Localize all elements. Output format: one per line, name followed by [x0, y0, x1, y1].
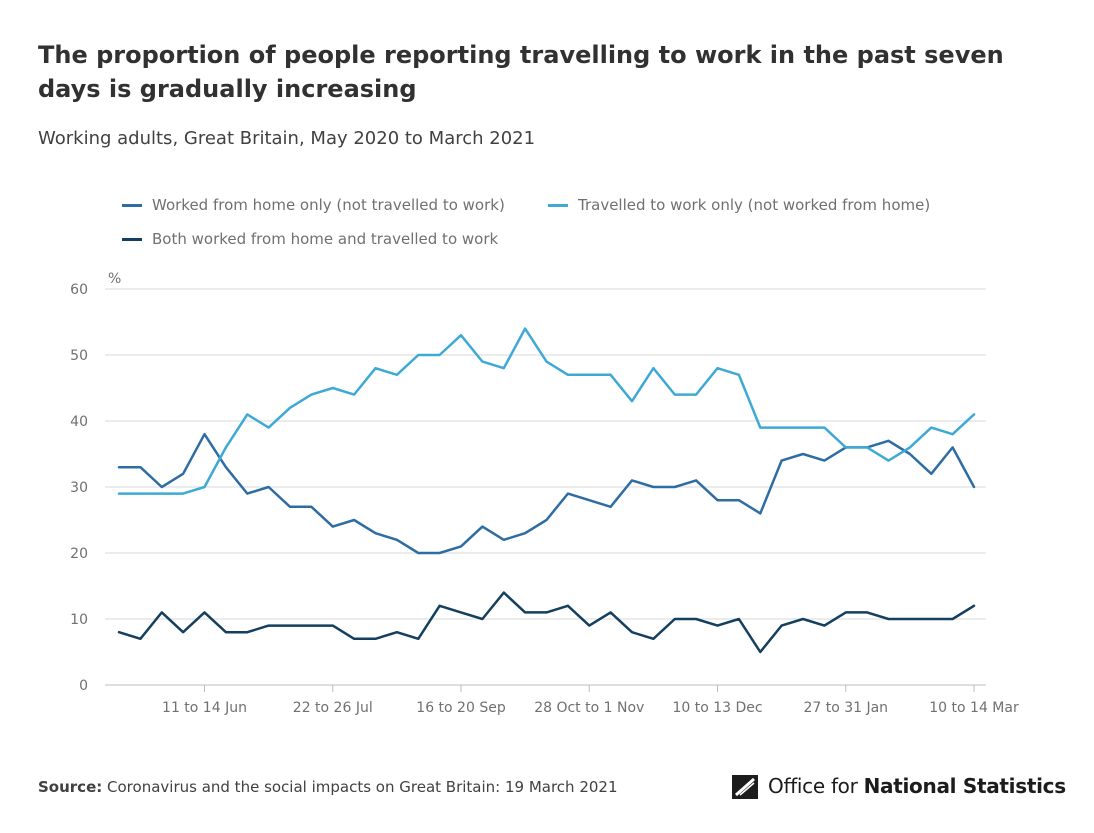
- legend-swatch-both: [122, 237, 142, 241]
- series-line-2[interactable]: [117, 591, 976, 654]
- x-tick-label: 10 to 13 Dec: [672, 700, 762, 716]
- y-tick-label: 50: [70, 348, 88, 364]
- legend-item-worked-from-home[interactable]: Worked from home only (not travelled to …: [122, 196, 505, 214]
- source-label: Source:: [38, 778, 103, 796]
- x-tick-label: 22 to 26 Jul: [293, 700, 373, 716]
- ons-logo-text: Office for National Statistics: [768, 774, 1066, 798]
- y-tick-label: 40: [70, 414, 88, 430]
- series-lines: [117, 327, 976, 654]
- y-tick-label: 0: [79, 678, 88, 694]
- legend-item-both[interactable]: Both worked from home and travelled to w…: [122, 230, 498, 248]
- ons-logo-text-bold: National Statistics: [863, 774, 1067, 798]
- source-note: Source: Coronavirus and the social impac…: [38, 778, 618, 796]
- ons-logo-icon: [732, 775, 758, 799]
- legend-item-travelled[interactable]: Travelled to work only (not worked from …: [548, 196, 930, 214]
- y-tick-label: 10: [70, 612, 88, 628]
- x-axis: 11 to 14 Jun 22 to 26 Jul 16 to 20 Sep 28 O…: [105, 684, 1019, 716]
- legend-swatch-travelled: [548, 203, 568, 207]
- x-tick-label: 28 Oct to 1 Nov: [534, 700, 644, 716]
- chart-title: The proportion of people reporting trave…: [38, 41, 1004, 103]
- ons-logo-text-regular: Office for: [768, 774, 858, 798]
- x-tick-label: 27 to 31 Jan: [803, 700, 888, 716]
- y-tick-label: 20: [70, 546, 88, 562]
- chart-subtitle: Working adults, Great Britain, May 2020 …: [38, 128, 536, 149]
- x-tick-label: 16 to 20 Sep: [416, 700, 506, 716]
- series-line-0[interactable]: [117, 432, 976, 555]
- legend-label-both: Both worked from home and travelled to w…: [152, 230, 499, 248]
- x-tick-label: 11 to 14 Jun: [162, 700, 247, 716]
- y-axis: 0 10 20 30 40 50 60%: [70, 271, 121, 694]
- legend-swatch-worked-from-home: [122, 203, 142, 207]
- y-tick-label: 60: [70, 282, 88, 298]
- ons-logo[interactable]: Office for National Statistics: [730, 768, 1066, 804]
- source-text: Coronavirus and the social impacts on Gr…: [107, 778, 618, 796]
- grid-lines: [105, 288, 986, 686]
- y-tick-label: 30: [70, 480, 88, 496]
- x-tick-label: 10 to 14 Mar: [929, 700, 1019, 716]
- y-axis-unit-label: %: [108, 271, 121, 287]
- series-line-1[interactable]: [117, 327, 976, 495]
- legend-label-worked-from-home: Worked from home only (not travelled to …: [152, 196, 505, 214]
- legend-label-travelled: Travelled to work only (not worked from …: [578, 196, 931, 214]
